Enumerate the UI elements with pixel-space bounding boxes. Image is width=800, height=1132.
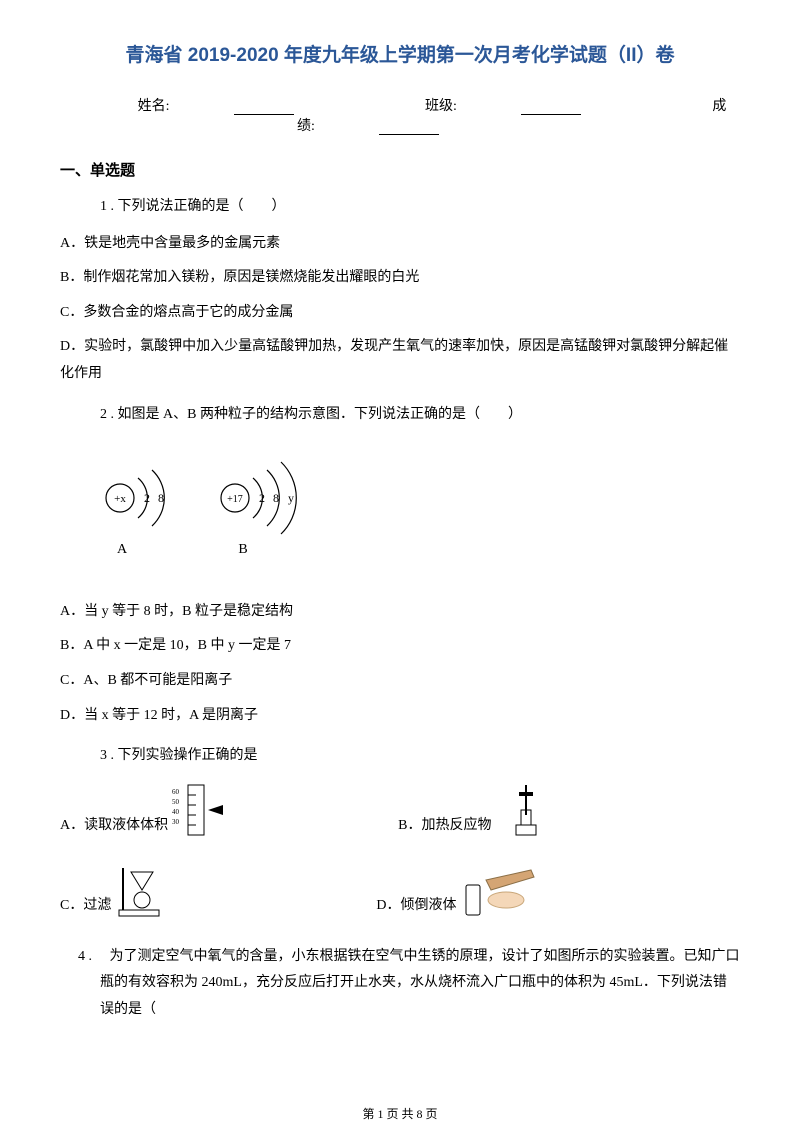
q3-option-a: A．读取液体体积 60 50 40 30 xyxy=(60,780,238,840)
svg-text:30: 30 xyxy=(172,818,180,826)
filter-icon xyxy=(111,860,181,920)
page-footer: 第 1 页 共 8 页 xyxy=(0,1105,800,1122)
name-label: 姓名: xyxy=(106,99,326,114)
q1-option-b: B．制作烟花常加入镁粉，原因是镁燃烧能发出耀眼的白光 xyxy=(60,265,740,292)
q3-options-row-1: A．读取液体体积 60 50 40 30 B．加热反应物 xyxy=(60,780,740,850)
cylinder-reading-icon: 60 50 40 30 xyxy=(168,780,238,840)
svg-text:B: B xyxy=(238,542,247,557)
q3-stem: 3 . 下列实验操作正确的是 xyxy=(60,743,740,770)
q2-option-a: A．当 y 等于 8 时，B 粒子是稳定结构 xyxy=(60,599,740,626)
heating-icon xyxy=(491,780,561,840)
q3-option-b: B．加热反应物 xyxy=(398,780,561,840)
svg-text:8: 8 xyxy=(273,491,279,505)
q1-stem: 1 . 下列说法正确的是（ ） xyxy=(60,194,740,221)
q3-option-d: D．倾倒液体 xyxy=(376,865,546,920)
q4-stem: 4 . 为了测定空气中氧气的含量，小东根据铁在空气中生锈的原理，设计了如图所示的… xyxy=(60,944,740,1024)
svg-text:50: 50 xyxy=(172,798,180,806)
atom-structure-diagram: +x 2 8 A +17 2 8 y B xyxy=(80,448,340,568)
atom-diagram-container: +x 2 8 A +17 2 8 y B xyxy=(80,448,740,579)
svg-text:+x: +x xyxy=(114,493,126,505)
q1-option-a: A．铁是地壳中含量最多的金属元素 xyxy=(60,231,740,258)
svg-text:40: 40 xyxy=(172,808,180,816)
svg-text:y: y xyxy=(288,491,294,505)
svg-text:60: 60 xyxy=(172,788,180,796)
q1-option-d: D．实验时，氯酸钾中加入少量高锰酸钾加热，发现产生氧气的速率加快，原因是高锰酸钾… xyxy=(60,334,740,387)
q2-option-d: D．当 x 等于 12 时，A 是阴离子 xyxy=(60,703,740,730)
question-3: 3 . 下列实验操作正确的是 A．读取液体体积 60 50 40 30 B．加热… xyxy=(60,743,740,930)
svg-text:2: 2 xyxy=(259,491,265,505)
q3-options-row-2: C．过滤 D．倾倒液体 xyxy=(60,860,740,930)
q2-stem: 2 . 如图是 A、B 两种粒子的结构示意图．下列说法正确的是（ ） xyxy=(60,402,740,429)
pouring-icon xyxy=(456,865,546,920)
svg-text:A: A xyxy=(117,542,128,557)
q2-option-c: C．A、B 都不可能是阳离子 xyxy=(60,668,740,695)
question-1: 1 . 下列说法正确的是（ ） A．铁是地壳中含量最多的金属元素 B．制作烟花常… xyxy=(60,194,740,388)
section-1-header: 一、单选题 xyxy=(60,159,740,180)
question-2: 2 . 如图是 A、B 两种粒子的结构示意图．下列说法正确的是（ ） +x 2 … xyxy=(60,402,740,730)
q3-option-c: C．过滤 xyxy=(60,860,181,920)
svg-text:2: 2 xyxy=(144,491,150,505)
question-4: 4 . 为了测定空气中氧气的含量，小东根据铁在空气中生锈的原理，设计了如图所示的… xyxy=(60,944,740,1024)
svg-text:8: 8 xyxy=(158,491,164,505)
q1-option-c: C．多数合金的熔点高于它的成分金属 xyxy=(60,300,740,327)
class-label: 班级: xyxy=(393,99,613,114)
q2-option-b: B．A 中 x 一定是 10，B 中 y 一定是 7 xyxy=(60,633,740,660)
svg-text:+17: +17 xyxy=(227,494,243,505)
student-info-row: 姓名: 班级: 成绩: xyxy=(60,95,740,135)
exam-title: 青海省 2019-2020 年度九年级上学期第一次月考化学试题（II）卷 xyxy=(60,40,740,67)
